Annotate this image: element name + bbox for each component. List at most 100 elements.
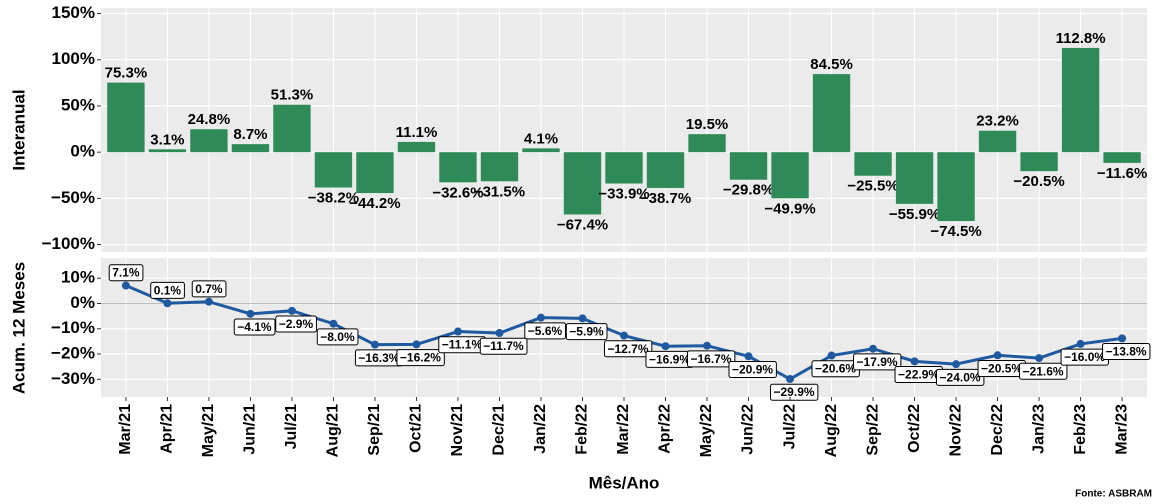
bar (190, 129, 228, 153)
bar (1061, 47, 1100, 153)
bar (397, 141, 436, 153)
value-label: −29.9% (774, 385, 815, 399)
point (993, 351, 1002, 360)
label-box (275, 315, 317, 333)
point (1076, 339, 1085, 348)
point (703, 341, 712, 350)
value-label: −16.9% (649, 352, 690, 366)
point (910, 357, 919, 366)
value-label: −49.9% (764, 200, 815, 217)
x-tick-label: May/21 (200, 404, 217, 457)
value-label: 24.8% (188, 111, 231, 128)
value-label: −5.9% (569, 325, 604, 339)
value-label: −20.5% (1013, 173, 1064, 190)
bar (937, 152, 975, 222)
value-label: −16.2% (400, 351, 441, 365)
value-label: 4.1% (524, 130, 558, 147)
label-box (603, 340, 653, 358)
point (370, 340, 379, 349)
label-box (1102, 343, 1151, 361)
value-label: 0.1% (154, 283, 182, 297)
label-box (150, 281, 185, 299)
value-label: 84.5% (810, 56, 853, 73)
x-tick-label: Dec/22 (989, 404, 1006, 456)
x-tick-label: Apr/22 (657, 404, 674, 454)
value-label: −55.9% (889, 206, 940, 223)
bar (1103, 152, 1141, 163)
point (536, 313, 545, 322)
value-label: −24.0% (940, 370, 981, 384)
value-label: −67.4% (557, 216, 608, 233)
x-tick-label: Nov/21 (449, 404, 466, 457)
value-label: −12.7% (607, 342, 648, 356)
point (744, 352, 753, 361)
value-label: −31.5% (474, 183, 525, 200)
x-tick-label: Aug/21 (325, 404, 342, 457)
bar (148, 149, 187, 153)
label-box (396, 349, 445, 367)
bar (356, 152, 394, 194)
value-label: 19.5% (686, 116, 729, 133)
value-label: −44.2% (349, 195, 400, 212)
y-tick-label: 0% (70, 142, 95, 161)
x-tick-label: Mar/21 (117, 404, 134, 455)
y-tick-label: 100% (52, 49, 95, 68)
y-tick-label: −10% (51, 318, 95, 337)
bar (314, 152, 353, 188)
label-box (233, 318, 276, 336)
x-tick-label: Jul/22 (781, 404, 798, 449)
point (952, 360, 961, 369)
y-tick-label: 50% (61, 95, 95, 114)
point (620, 331, 628, 340)
bar (439, 152, 477, 183)
bar (978, 130, 1017, 153)
value-label: −74.5% (930, 223, 981, 240)
value-label: −16.3% (358, 351, 399, 365)
x-tick-label: Oct/21 (408, 404, 425, 453)
point (163, 299, 172, 308)
x-tick-label: Mar/22 (615, 404, 632, 455)
y-tick-label: −30% (51, 369, 95, 388)
x-tick-label: Aug/22 (823, 404, 840, 457)
bar (1020, 152, 1058, 172)
label-box (565, 323, 608, 341)
point (827, 351, 836, 360)
x-tick-label: Feb/22 (574, 404, 591, 455)
y-tick-label: −100% (42, 234, 95, 253)
point (495, 329, 504, 338)
bar (729, 152, 768, 180)
x-axis-title: Mês/Ano (589, 473, 660, 492)
x-tick-label: Dec/21 (491, 404, 508, 456)
bar (480, 152, 519, 182)
x-tick-label: Nov/22 (947, 404, 964, 457)
value-label: 23.2% (976, 113, 1019, 130)
x-tick-label: Sep/21 (366, 404, 383, 456)
value-label: −38.2% (308, 189, 359, 206)
value-label: −16.7% (690, 352, 731, 366)
value-label: −11.6% (1097, 165, 1147, 182)
y-tick-label: 150% (52, 3, 95, 22)
point (661, 342, 670, 351)
value-label: −32.6% (432, 184, 483, 201)
value-label: 8.7% (233, 126, 267, 143)
bar (273, 104, 311, 153)
x-tick-label: May/22 (698, 404, 715, 457)
bar (522, 148, 560, 153)
label-box (191, 280, 227, 298)
value-label: −21.6% (1023, 364, 1064, 378)
label-box (853, 353, 902, 371)
x-tick-label: Oct/22 (906, 404, 923, 453)
x-tick-label: Jul/21 (283, 404, 300, 449)
value-label: −20.5% (981, 361, 1022, 375)
x-tick-label: Feb/23 (1072, 404, 1089, 455)
value-label: 7.1% (112, 266, 140, 280)
point (246, 309, 255, 318)
x-tick-label: Jun/21 (242, 404, 259, 455)
label-box (108, 264, 144, 282)
bar (231, 144, 270, 153)
point (453, 327, 462, 336)
value-label: −11.1% (442, 338, 483, 352)
source: Fonte: ASBRAM (1075, 489, 1152, 499)
y-axis-title: Acum. 12 Meses (9, 262, 28, 394)
